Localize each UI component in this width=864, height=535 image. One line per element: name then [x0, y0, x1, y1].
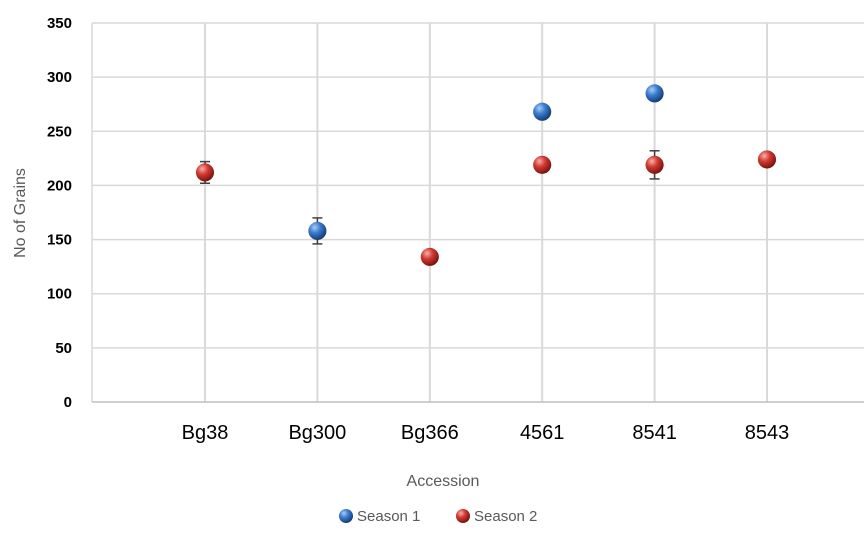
y-tick-label: 100 [47, 286, 72, 303]
y-tick-label: 0 [64, 394, 72, 411]
data-point [532, 155, 552, 175]
data-point [532, 102, 552, 122]
x-tick-label: 8541 [632, 422, 677, 444]
legend-marker [339, 509, 353, 523]
y-tick-label: 200 [47, 177, 72, 194]
y-axis-title: No of Grains [12, 168, 29, 258]
y-tick-label: 250 [47, 123, 72, 140]
data-point [308, 221, 327, 241]
x-tick-label: Bg300 [288, 422, 346, 444]
x-tick-label: Bg366 [401, 422, 459, 444]
legend-label: Season 2 [474, 508, 537, 525]
data-point [757, 150, 777, 169]
y-tick-label: 300 [47, 69, 72, 86]
y-tick-label: 50 [55, 340, 72, 357]
x-axis-title: Accession [407, 473, 480, 490]
tick-labels: 0 50 100 150 200 250 300 350 Bg38 Bg300 Bg366 4561 8… [47, 15, 789, 444]
data-point [420, 247, 440, 267]
x-tick-label: 4561 [520, 422, 565, 444]
y-tick-label: 350 [47, 15, 72, 32]
gridlines [91, 22, 864, 402]
data-point [645, 155, 664, 175]
x-tick-label: Bg38 [182, 422, 229, 444]
data-point [645, 84, 664, 103]
y-tick-label: 150 [47, 232, 72, 249]
x-tick-label: 8543 [745, 422, 790, 444]
data-points [195, 84, 777, 267]
legend-marker [456, 509, 470, 523]
data-point [195, 163, 215, 182]
legend: Season 1 Season 2 [339, 508, 537, 525]
legend-label: Season 1 [357, 508, 420, 525]
